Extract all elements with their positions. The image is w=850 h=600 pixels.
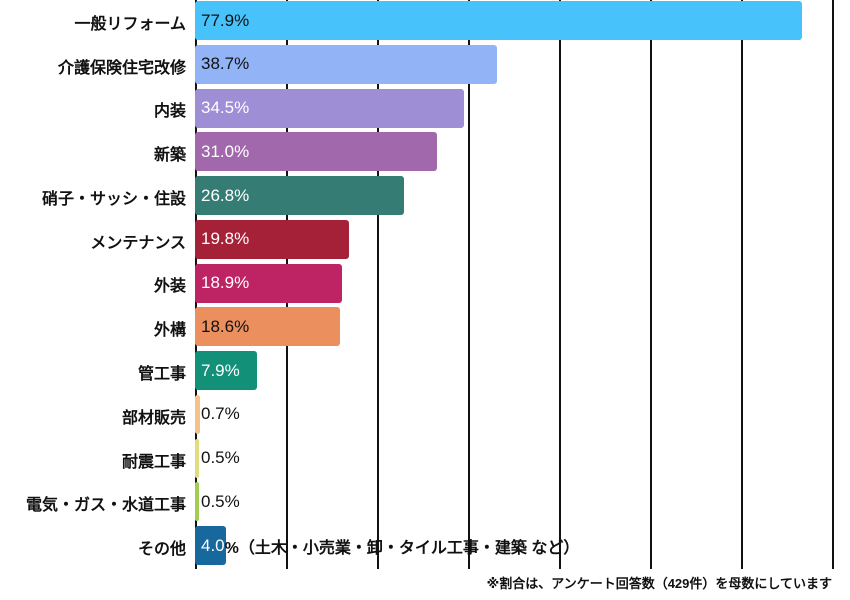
plot-area: 一般リフォーム 77.9% 介護保険住宅改修 38.7% 内装 34.5% 新築 31.0% 硝…: [0, 0, 850, 569]
bar: [195, 176, 404, 216]
value-label: 4.0 %（土木・小売業・卸・タイル工事・建築 など）: [201, 526, 579, 565]
value-text: 34.5%: [201, 98, 250, 118]
value-label: 18.6%: [201, 307, 249, 346]
bar-zone: 77.9%: [195, 0, 850, 44]
value-label: 31.0%: [201, 132, 249, 171]
category-label: 外装: [153, 278, 186, 296]
bar-zone: 31.0%: [195, 131, 850, 175]
bar-zone: 34.5%: [195, 88, 850, 132]
value-text: 0.7%: [201, 404, 240, 424]
chart-row: 部材販売 0.7%: [0, 394, 850, 438]
gridline: [832, 0, 834, 569]
value-text: 19.8%: [201, 229, 250, 249]
category-label: 介護保険住宅改修: [57, 59, 186, 77]
bar-zone: 18.9%: [195, 263, 850, 307]
value-text: 18.6%: [201, 316, 250, 336]
bar: [195, 1, 802, 40]
value-label: 26.8%: [201, 176, 249, 215]
category-label: 電気・ガス・水道工事: [25, 497, 186, 515]
chart-row: 電気・ガス・水道工事 0.5%: [0, 481, 850, 525]
value-text: 0.5%: [201, 491, 240, 511]
category-label: 管工事: [137, 366, 186, 383]
gridline: [559, 0, 561, 569]
value-label: 77.9%: [201, 1, 249, 40]
bar-zone: 18.6%: [195, 306, 850, 350]
value-label: 38.7%: [201, 45, 249, 84]
chart-row: 介護保険住宅改修 38.7%: [0, 44, 850, 88]
gridline: [377, 0, 379, 569]
category-label: 耐震工事: [121, 453, 186, 471]
bar: [195, 394, 201, 434]
value-text: 31.0%: [201, 141, 250, 161]
bar-zone: 4.0 %（土木・小売業・卸・タイル工事・建築 など）: [195, 525, 850, 569]
bar-zone: 0.5%: [195, 481, 850, 525]
category-label: 内装: [153, 103, 186, 121]
chart-row: 内装 34.5%: [0, 88, 850, 132]
value-text: 4.0: [201, 535, 225, 555]
chart-row: その他 4.0 %（土木・小売業・卸・タイル工事・建築 など）: [0, 525, 850, 569]
chart-row: 硝子・サッシ・住設 26.8%: [0, 175, 850, 219]
bar: [195, 526, 227, 566]
bar: [195, 219, 350, 259]
value-label: 19.8%: [201, 220, 249, 259]
bar: [195, 88, 464, 128]
chart-rows: 一般リフォーム 77.9% 介護保険住宅改修 38.7% 内装 34.5% 新築 31.0% 硝…: [0, 0, 850, 569]
bar: [195, 438, 199, 478]
value-text: 38.7%: [201, 54, 250, 74]
chart-row: 耐震工事 0.5%: [0, 438, 850, 482]
value-label: 18.9%: [201, 264, 249, 303]
chart-row: 外装 18.9%: [0, 263, 850, 307]
bar-zone: 26.8%: [195, 175, 850, 219]
category-label: 硝子・サッシ・住設: [41, 190, 186, 208]
value-label: 0.5%: [201, 482, 240, 521]
category-label: メンテナンス: [90, 234, 186, 252]
value-label: 34.5%: [201, 89, 249, 128]
bar-zone: 0.5%: [195, 438, 850, 482]
bar: [195, 132, 437, 172]
gridline: [468, 0, 470, 569]
value-label: 7.9%: [201, 351, 240, 390]
gridline: [650, 0, 652, 569]
chart-row: 新築 31.0%: [0, 131, 850, 175]
bar: [195, 351, 257, 391]
bar: [195, 44, 497, 84]
category-label: 新築: [153, 147, 186, 165]
chart-row: 一般リフォーム 77.9%: [0, 0, 850, 44]
value-label: 0.7%: [201, 395, 240, 434]
value-text: 0.5%: [201, 448, 240, 468]
bar: [195, 307, 340, 347]
value-text: 18.9%: [201, 273, 250, 293]
category-label: その他: [137, 541, 186, 559]
gridline: [741, 0, 743, 569]
value-text: 26.8%: [201, 185, 250, 205]
category-label: 部材販売: [121, 409, 186, 427]
category-label: 一般リフォーム: [74, 15, 186, 33]
value-text: 77.9%: [201, 10, 250, 30]
chart-row: 外構 18.6%: [0, 306, 850, 350]
bar: [195, 263, 343, 303]
category-label: 外構: [153, 322, 186, 340]
bar-zone: 0.7%: [195, 394, 850, 438]
chart-footnote: ※割合は、アンケート回答数（429件）を母数にしています: [486, 576, 832, 591]
value-label: 0.5%: [201, 439, 240, 478]
bar-zone: 7.9%: [195, 350, 850, 394]
value-suffix-text: %（土木・小売業・卸・タイル工事・建築 など）: [224, 539, 580, 557]
chart-row: 管工事 7.9%: [0, 350, 850, 394]
chart-row: メンテナンス 19.8%: [0, 219, 850, 263]
bar-zone: 19.8%: [195, 219, 850, 263]
bar: [195, 482, 199, 522]
bar-zone: 38.7%: [195, 44, 850, 88]
value-text: 7.9%: [201, 360, 240, 380]
